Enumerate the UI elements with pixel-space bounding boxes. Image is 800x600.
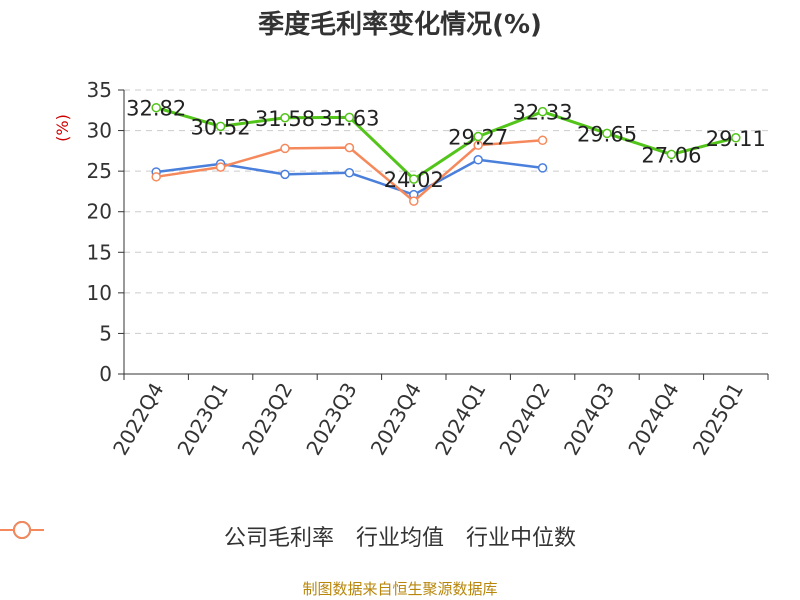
data-label: 30.52 [191,115,251,139]
data-point [409,174,419,184]
x-tick-label: 2024Q4 [623,379,683,460]
data-point [537,163,548,173]
x-tick-label: 2023Q3 [301,379,361,460]
y-tick-label: 35 [87,78,112,102]
data-label: 29.27 [448,125,508,149]
series-line [155,106,737,181]
data-label: 31.58 [255,107,315,131]
y-tick-label: 0 [99,362,112,386]
x-tick-label: 2024Q2 [494,379,554,460]
data-point [473,155,483,165]
data-point [344,168,355,178]
data-point [409,196,419,206]
data-label: 31.63 [319,106,379,130]
data-label: 29.65 [577,122,637,146]
data-point [473,131,483,142]
x-tick-label: 2025Q1 [688,379,748,460]
x-tick-label: 2022Q4 [108,379,168,460]
source-note: 制图数据来自恒生聚源数据库 [302,580,498,598]
y-tick-label: 5 [99,321,112,345]
legend-item-company[interactable]: 公司毛利率 [0,520,334,552]
y-tick-label: 15 [87,240,112,264]
chart-title: 季度毛利率变化情况(%) [258,10,542,40]
data-label: 32.33 [513,101,573,125]
data-point [280,143,290,154]
data-point [151,172,161,182]
y-axis-label: (%) [53,114,72,142]
x-tick-label: 2023Q4 [366,379,426,460]
legend-label-company: 公司毛利率 [223,526,334,551]
y-tick-label: 25 [87,159,112,183]
legend-label-industry-mean: 行业均值 [355,526,444,551]
legend-label-industry-median: 行业中位数 [466,526,577,551]
data-point [537,106,548,117]
legend-item-industry-median[interactable]: 行业中位数 [0,520,577,552]
data-label: 24.02 [384,168,444,192]
legend: 公司毛利率 行业均值 行业中位数 [0,520,800,552]
y-tick-label: 10 [87,281,112,305]
data-point [537,135,548,146]
data-point [215,162,226,172]
data-point [280,113,290,123]
x-tick-label: 2023Q2 [237,379,297,460]
data-point [344,112,355,123]
x-tick-label: 2024Q1 [430,379,490,460]
x-tick-label: 2024Q3 [559,379,619,460]
data-point [151,102,161,113]
data-point [666,149,677,160]
legend-item-industry-mean[interactable]: 行业均值 [0,520,444,552]
x-tick-label: 2023Q1 [172,379,232,460]
data-label: 29.11 [706,127,766,151]
y-tick-label: 30 [87,119,112,143]
data-point [731,133,741,143]
data-point [215,121,226,132]
data-label: 27.06 [641,143,701,167]
y-tick-label: 20 [87,200,112,224]
data-point [602,128,612,139]
data-point [280,169,290,180]
data-label: 32.82 [126,97,186,121]
legend-marker-industry-median [0,521,44,539]
data-point [344,142,355,153]
